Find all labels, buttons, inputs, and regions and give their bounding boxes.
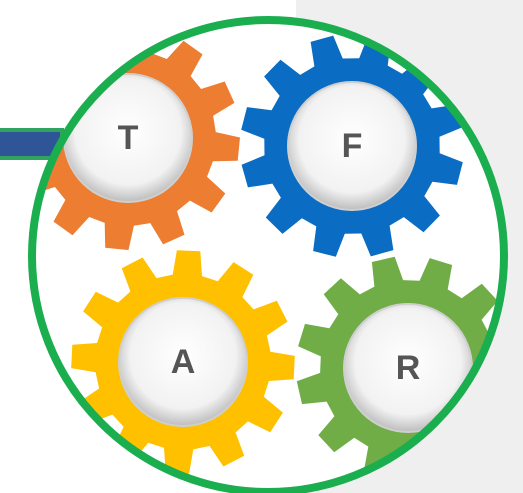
page: N TFAR (() => { const data = JSON.parse(… [0,0,523,493]
illustration: N TFAR [0,0,523,493]
gear-label: T [118,119,139,157]
gear-label: A [171,343,196,381]
gear-label: R [396,349,421,387]
gear-label: F [342,127,363,165]
